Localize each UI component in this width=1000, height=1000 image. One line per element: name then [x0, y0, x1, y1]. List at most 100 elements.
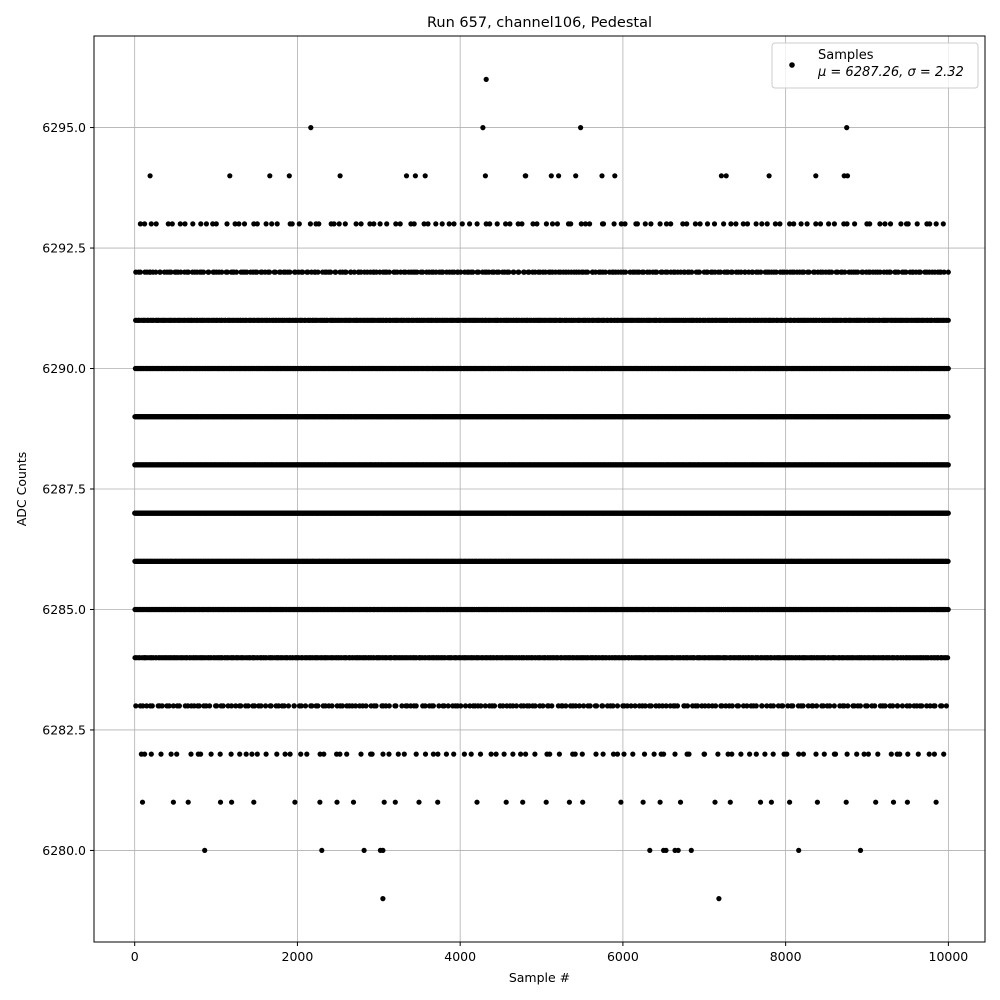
data-point [945, 558, 951, 564]
data-point [353, 703, 359, 709]
data-point [587, 703, 593, 709]
data-point [513, 703, 520, 709]
data-point [237, 751, 243, 757]
data-point [176, 703, 182, 709]
data-point [147, 173, 153, 179]
data-point [543, 799, 549, 805]
data-point [857, 847, 864, 854]
data-point [661, 751, 667, 757]
data-point [686, 751, 692, 757]
data-point [228, 751, 234, 757]
data-point [640, 799, 646, 805]
data-point [632, 703, 638, 709]
data-point [600, 703, 606, 709]
data-point [133, 703, 139, 709]
data-point [252, 703, 258, 709]
data-point [865, 751, 872, 757]
data-point [334, 799, 340, 805]
data-point [214, 703, 220, 709]
data-point [228, 703, 235, 709]
data-point [581, 703, 587, 709]
data-point [915, 751, 921, 757]
data-point [701, 751, 708, 757]
data-point [764, 703, 770, 709]
data-point [238, 703, 244, 709]
data-point [907, 703, 913, 709]
data-point [251, 799, 257, 805]
data-point [820, 703, 826, 709]
data-point [576, 703, 583, 709]
data-point [207, 703, 213, 709]
data-point [144, 703, 150, 709]
data-point [563, 703, 569, 709]
data-point [875, 751, 881, 757]
data-point [249, 751, 255, 757]
data-point [747, 751, 753, 757]
data-point [196, 703, 202, 709]
data-point [735, 703, 742, 709]
data-point [159, 703, 165, 709]
data-point [805, 703, 811, 709]
data-point [268, 703, 274, 709]
data-point [358, 751, 364, 757]
data-point [395, 751, 401, 757]
data-point [148, 751, 154, 757]
data-point [170, 799, 176, 805]
data-point [927, 703, 933, 709]
data-point [548, 173, 554, 179]
data-point [663, 703, 669, 709]
data-point [844, 751, 850, 757]
data-point [477, 751, 484, 757]
data-point [436, 703, 442, 709]
data-point [493, 751, 499, 757]
data-point [932, 703, 938, 709]
data-point [744, 703, 750, 709]
data-points [132, 76, 951, 902]
data-point [566, 799, 573, 805]
data-point [458, 703, 464, 709]
data-point [386, 751, 392, 757]
data-point [292, 799, 298, 805]
data-point [729, 703, 735, 709]
data-point [941, 751, 947, 757]
data-point [523, 751, 529, 757]
data-point [814, 799, 821, 805]
data-point [142, 751, 148, 757]
data-point [198, 751, 204, 757]
data-point [919, 703, 925, 709]
data-point [282, 751, 288, 757]
data-point [168, 751, 174, 757]
data-point [416, 799, 422, 805]
data-point [229, 799, 235, 805]
data-point [510, 703, 516, 709]
data-point [488, 751, 494, 757]
data-point [813, 751, 819, 757]
data-point [872, 703, 878, 709]
data-point [403, 173, 410, 179]
data-point [715, 751, 721, 757]
data-point [441, 703, 447, 709]
data-point [675, 847, 681, 854]
data-point [412, 173, 418, 179]
data-point [317, 799, 323, 805]
data-point [614, 703, 621, 709]
data-point [276, 703, 282, 709]
data-point [695, 703, 701, 709]
data-point [532, 703, 538, 709]
data-point [600, 751, 606, 757]
data-point [461, 751, 467, 757]
data-point [361, 847, 367, 854]
data-point [233, 703, 239, 709]
data-point [770, 751, 776, 757]
data-point [482, 173, 488, 179]
data-point [821, 751, 827, 757]
data-point [718, 173, 725, 179]
data-point [413, 751, 419, 757]
data-point [304, 751, 310, 757]
data-point [217, 751, 223, 757]
data-point [945, 606, 951, 613]
data-point [614, 751, 621, 757]
data-point [302, 703, 309, 709]
data-point [298, 703, 304, 709]
